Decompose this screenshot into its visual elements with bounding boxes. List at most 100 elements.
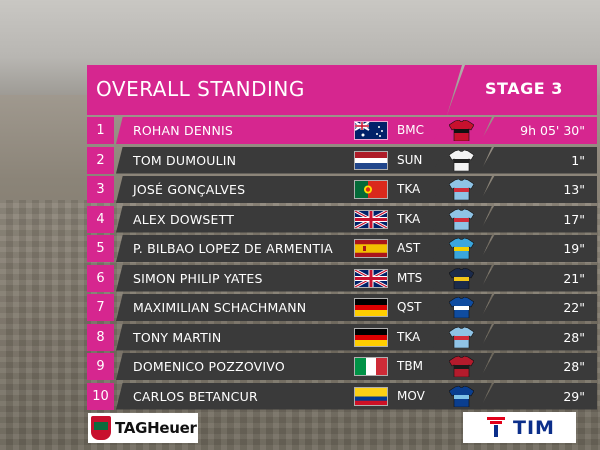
time-bar: 9h 05' 30" (479, 117, 597, 144)
standings-row: 8 TONY MARTIN TKA 28" (87, 323, 597, 351)
katusha-jersey-icon (448, 178, 475, 201)
netherlands-flag-icon (355, 151, 387, 169)
position-number: 3 (87, 176, 114, 203)
team-code: TBM (397, 359, 423, 373)
germany-flag-icon (355, 328, 387, 346)
position-number: 8 (87, 323, 114, 351)
time-bar: 19" (479, 235, 597, 262)
astana-jersey-icon (448, 237, 475, 260)
rider-bar (116, 235, 451, 262)
time-gap: 17" (563, 211, 585, 227)
katusha-jersey-icon (448, 326, 475, 348)
portugal-flag-icon (355, 181, 387, 198)
team-code: BMC (397, 123, 424, 137)
position-number: 6 (87, 264, 114, 292)
team-code: TKA (397, 182, 421, 196)
team-code: SUN (397, 152, 423, 167)
time-gap: 29" (563, 388, 585, 404)
standings-row: 2 TOM DUMOULIN SUN 1" (87, 146, 597, 174)
standings-row: 5 P. BILBAO LOPEZ DE ARMENTIA AST 19" (87, 235, 597, 262)
standings-row: 4 ALEX DOWSETT TKA 17" (87, 205, 597, 233)
rider-name: JOSÉ GONÇALVES (133, 182, 246, 197)
time-gap: 28" (563, 359, 585, 374)
position-number: 4 (87, 205, 114, 233)
rider-name: ROHAN DENNIS (133, 123, 234, 138)
time-gap: 13" (563, 182, 585, 197)
time-bar: 28" (479, 323, 597, 351)
mitchelton-jersey-icon (448, 267, 475, 289)
time-bar: 22" (479, 294, 597, 321)
rider-bar (116, 382, 451, 410)
rider-name: TOM DUMOULIN (133, 152, 237, 168)
uk-flag-icon (355, 269, 387, 287)
team-code: AST (397, 241, 421, 255)
tagheuer-logo: TAGHeuer (88, 413, 198, 443)
team-code: MOV (397, 388, 425, 403)
italy-flag-icon (355, 358, 387, 375)
time-bar: 1" (479, 146, 597, 174)
stage-banner: STAGE 3 (447, 65, 597, 115)
stage-label: STAGE 3 (485, 79, 563, 98)
rider-bar (116, 146, 451, 174)
standings-row: 10 CARLOS BETANCUR MOV 29" (87, 382, 597, 410)
uk-flag-icon (355, 210, 387, 228)
standings-row: 9 DOMENICO POZZOVIVO TBM 28" (87, 353, 597, 380)
rider-bar (116, 117, 451, 144)
tagheuer-logo-text: TAGHeuer (115, 419, 197, 437)
rider-name: SIMON PHILIP YATES (133, 270, 263, 286)
sunweb-jersey-icon (448, 149, 475, 171)
australia-flag-icon (355, 122, 387, 139)
time-bar: 17" (479, 205, 597, 233)
standings-row: 1 ROHAN DENNIS BMC 9h 05' 30" (87, 117, 597, 144)
position-number: 2 (87, 146, 114, 174)
standings-board: OVERALL STANDING STAGE 3 1 ROHAN DENNIS BM… (87, 65, 597, 413)
rider-bar (116, 264, 451, 292)
position-number: 1 (87, 117, 114, 144)
rider-bar (116, 294, 451, 321)
position-number: 7 (87, 294, 114, 321)
title-banner: OVERALL STANDING (87, 65, 462, 115)
position-number: 9 (87, 353, 114, 380)
position-number: 10 (87, 382, 114, 410)
tim-logo-text: TIM (513, 417, 555, 439)
page-title: OVERALL STANDING (96, 77, 305, 101)
rider-bar (116, 176, 451, 203)
team-code: TKA (397, 329, 421, 344)
standings-row: 3 JOSÉ GONÇALVES TKA 13" (87, 176, 597, 203)
rider-name: DOMENICO POZZOVIVO (133, 359, 285, 374)
standings-row: 6 SIMON PHILIP YATES MTS 21" (87, 264, 597, 292)
tim-logo: TIM (463, 412, 576, 443)
time-gap: 1" (571, 152, 585, 168)
time-gap: 22" (563, 300, 585, 315)
spain-flag-icon (355, 240, 387, 257)
rider-name: TONY MARTIN (133, 329, 222, 345)
rider-bar (116, 353, 451, 380)
tagheuer-shield-icon (91, 416, 111, 440)
movistar-jersey-icon (448, 385, 475, 407)
time-gap: 21" (563, 270, 585, 286)
time-bar: 28" (479, 353, 597, 380)
time-gap: 19" (563, 241, 585, 256)
rider-name: MAXIMILIAN SCHACHMANN (133, 300, 307, 315)
bmc-jersey-icon (448, 119, 475, 142)
germany-flag-icon (355, 299, 387, 316)
quickstep-jersey-icon (448, 296, 475, 319)
tim-mark-icon (487, 417, 505, 437)
team-code: MTS (397, 270, 423, 285)
katusha-jersey-icon (448, 208, 475, 230)
time-bar: 13" (479, 176, 597, 203)
team-code: TKA (397, 211, 421, 226)
time-bar: 29" (479, 382, 597, 410)
bahrain-merida-jersey-icon (448, 355, 475, 378)
time-gap: 28" (563, 329, 585, 345)
rider-bar (116, 205, 451, 233)
rider-bar (116, 323, 451, 351)
standings-row: 7 MAXIMILIAN SCHACHMANN QST 22" (87, 294, 597, 321)
colombia-flag-icon (355, 387, 387, 405)
time-gap: 9h 05' 30" (520, 123, 585, 138)
standings-header: OVERALL STANDING STAGE 3 (87, 65, 597, 115)
time-bar: 21" (479, 264, 597, 292)
position-number: 5 (87, 235, 114, 262)
rider-name: ALEX DOWSETT (133, 211, 235, 227)
team-code: QST (397, 300, 422, 314)
